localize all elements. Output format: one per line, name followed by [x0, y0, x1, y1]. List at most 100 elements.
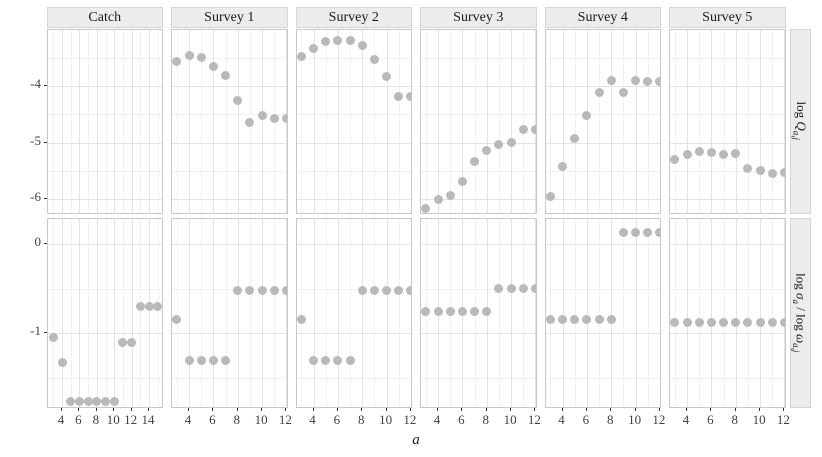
data-point: [570, 315, 580, 325]
x-tick-label: 8: [357, 412, 365, 427]
data-point: [57, 358, 67, 368]
gridline: [670, 142, 785, 144]
data-point: [655, 77, 661, 86]
x-axis-tick: [385, 408, 387, 411]
gridline: [699, 218, 701, 408]
data-point: [470, 157, 480, 167]
data-point: [518, 125, 528, 135]
gridline: [562, 218, 564, 408]
x-axis-tick: [510, 408, 512, 411]
gridline: [498, 30, 500, 213]
gridline: [711, 218, 713, 408]
data-point: [382, 72, 392, 82]
data-point: [321, 356, 331, 366]
gridline: [674, 218, 676, 408]
x-axis-tick: [361, 408, 363, 411]
gridline: [286, 218, 287, 408]
x-tick-label: 6: [458, 412, 465, 427]
x-axis-tick: [113, 408, 115, 411]
facet-strip-survey-4: Survey 4: [544, 7, 661, 28]
facet-strip-survey-2: Survey 2: [295, 7, 412, 28]
gridline: [670, 244, 785, 246]
x-tick-label: 8: [731, 412, 738, 427]
gridline: [47, 199, 163, 201]
gridline: [296, 199, 412, 201]
gridline: [574, 30, 576, 213]
gridline: [53, 218, 55, 408]
gridline: [96, 30, 98, 213]
data-point: [494, 284, 504, 294]
gridline: [635, 218, 637, 408]
x-axis-tick: [534, 408, 536, 411]
data-point: [296, 51, 306, 61]
gridline: [172, 170, 287, 172]
gridline: [157, 30, 159, 213]
data-point: [558, 161, 568, 171]
x-tick-label: 10: [503, 412, 517, 427]
panel-r1-c0: [46, 217, 163, 408]
data-point: [606, 75, 616, 85]
data-point: [296, 314, 306, 324]
data-point: [369, 54, 379, 64]
data-point: [643, 77, 653, 86]
gridline: [172, 377, 287, 379]
data-point: [333, 35, 343, 45]
data-point: [743, 163, 753, 173]
gridline: [670, 86, 785, 88]
x-axis-tick: [634, 408, 636, 411]
x-axis-tick: [437, 408, 439, 411]
gridline: [421, 114, 536, 116]
panel-r1-c4: [544, 217, 661, 408]
panel-r1-c5: [669, 217, 786, 408]
data-point: [172, 56, 182, 66]
gridline: [523, 30, 525, 213]
gridline: [374, 30, 376, 213]
gridline: [670, 333, 785, 335]
gridline: [362, 30, 364, 213]
data-point: [719, 150, 729, 159]
data-point: [530, 125, 536, 135]
x-tick-label: 6: [582, 412, 590, 427]
x-axis-tick: [336, 408, 338, 411]
gridline: [670, 377, 785, 379]
x-tick-label: 12: [278, 412, 292, 427]
x-axis-tick: [61, 408, 63, 411]
gridline: [47, 244, 163, 246]
gridline: [772, 30, 774, 213]
gridline: [274, 218, 276, 408]
gridline: [62, 30, 64, 213]
y-tick-label: -5: [30, 132, 41, 148]
y-axis-tick: [43, 141, 47, 143]
gridline: [410, 30, 412, 213]
data-point: [92, 397, 102, 407]
gridline: [301, 30, 303, 213]
data-point: [719, 318, 729, 328]
gridline: [296, 170, 412, 172]
gridline: [421, 57, 536, 59]
gridline: [670, 199, 785, 201]
data-point: [682, 318, 692, 328]
gridline: [486, 30, 488, 213]
data-point: [631, 76, 641, 86]
x-axis-tick: [212, 408, 214, 411]
gridline: [421, 170, 536, 172]
facet-strip-label: Survey 2: [328, 9, 379, 25]
gridline: [201, 218, 203, 408]
x-axis-tick: [236, 408, 238, 411]
gridline: [450, 30, 452, 213]
data-point: [706, 318, 716, 328]
panel-r1-c2: [295, 217, 412, 408]
gridline: [670, 114, 785, 116]
gridline: [398, 30, 400, 213]
gridline: [635, 30, 637, 213]
gridline: [301, 218, 303, 408]
gridline: [784, 30, 785, 213]
gridline: [784, 218, 785, 408]
gridline: [711, 30, 713, 213]
gridline: [88, 30, 90, 213]
gridline: [296, 377, 412, 379]
y-tick-label: -1: [30, 323, 41, 339]
gridline: [747, 218, 749, 408]
data-point: [618, 228, 628, 238]
data-point: [172, 314, 182, 324]
